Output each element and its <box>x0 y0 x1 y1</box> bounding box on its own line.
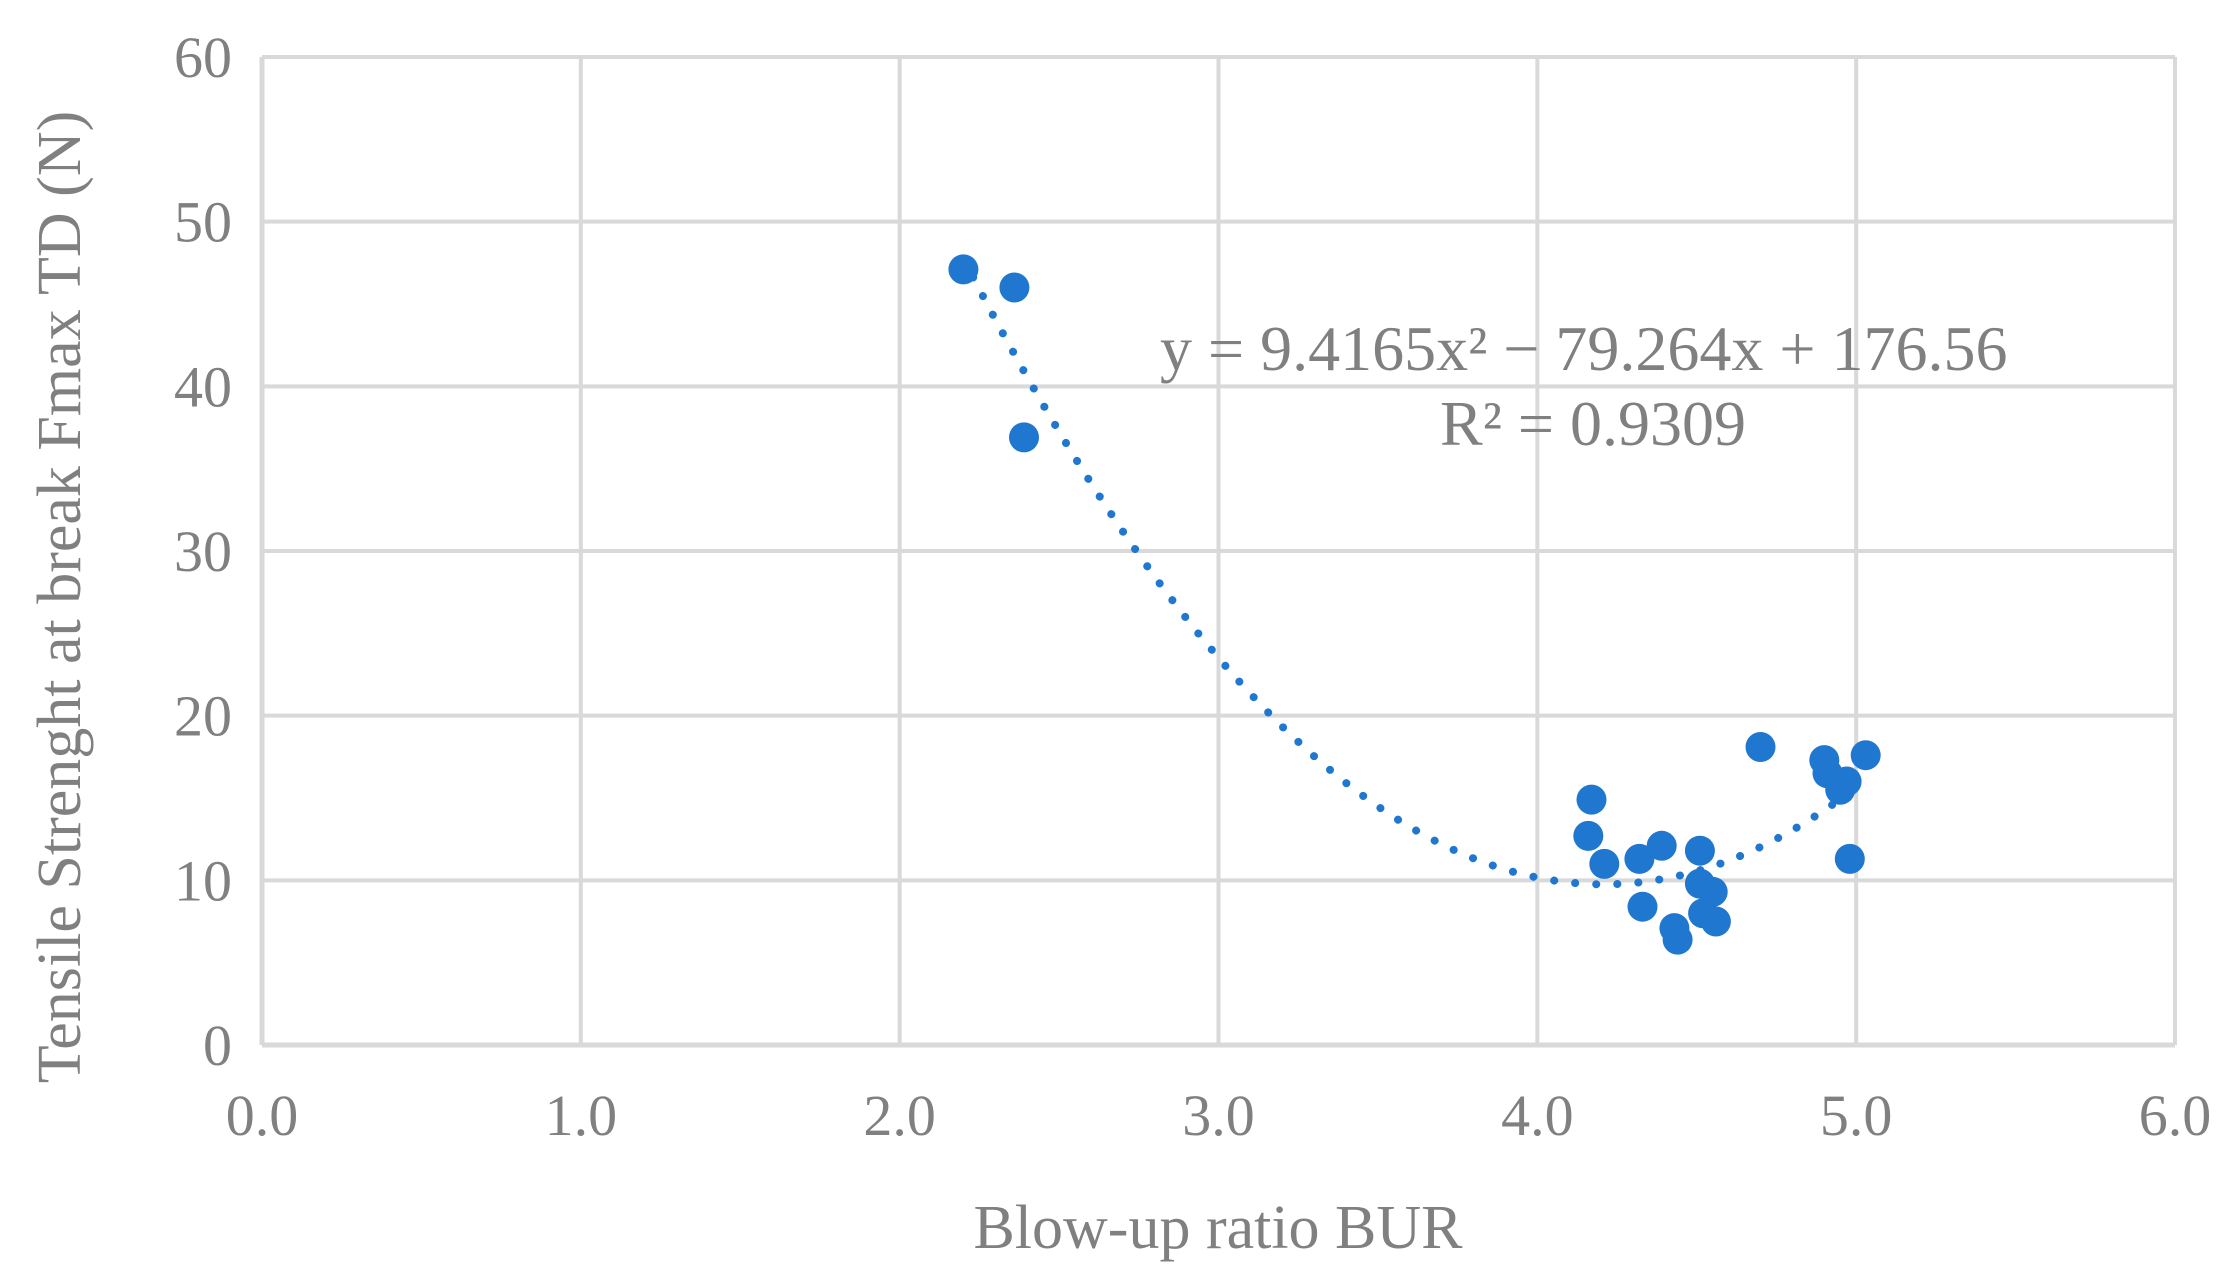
y-axis-title: Tensile Strenght at break Fmax TD (N) <box>26 111 94 1084</box>
y-tick-label: 40 <box>174 354 232 419</box>
data-point <box>1662 924 1693 955</box>
data-point <box>1646 830 1677 861</box>
x-axis-title: Blow-up ratio BUR <box>973 1194 1463 1262</box>
grid-lines <box>262 55 2177 1045</box>
trendline-curve <box>959 254 1870 889</box>
tick-labels: 0 10 20 30 40 50 60 0.0 1.0 2.0 3.0 4.0 5.0 6.0 <box>174 25 2211 1148</box>
x-tick-label: 3.0 <box>1182 1083 1255 1148</box>
data-point <box>1700 906 1731 937</box>
data-point <box>1834 843 1865 874</box>
axes <box>259 57 2175 1048</box>
x-tick-label: 5.0 <box>1820 1083 1893 1148</box>
data-point <box>1627 891 1658 922</box>
trendline-equation: y = 9.4165x² − 79.264x + 176.56 <box>1160 313 2007 384</box>
data-points <box>948 254 1881 955</box>
y-tick-label: 30 <box>174 519 232 584</box>
data-point <box>1589 848 1620 879</box>
y-tick-label: 20 <box>174 684 232 749</box>
trendline-r-squared: R² = 0.9309 <box>1440 388 1746 459</box>
data-point <box>1573 820 1604 851</box>
y-tick-label: 60 <box>174 25 232 90</box>
data-point <box>1697 876 1728 907</box>
x-tick-label: 2.0 <box>863 1083 936 1148</box>
data-point <box>1684 835 1715 866</box>
data-point <box>1009 422 1039 453</box>
data-point <box>999 272 1030 303</box>
data-point <box>1831 766 1862 797</box>
x-tick-label: 1.0 <box>545 1083 618 1148</box>
y-tick-label: 0 <box>203 1013 232 1078</box>
data-point <box>1745 732 1776 762</box>
x-tick-label: 6.0 <box>2139 1083 2212 1148</box>
y-tick-label: 10 <box>174 848 232 913</box>
x-tick-label: 4.0 <box>1501 1083 1574 1148</box>
data-point <box>1850 740 1881 771</box>
data-point <box>1624 843 1655 874</box>
data-point <box>1576 784 1607 815</box>
trendline <box>959 254 1870 889</box>
data-point <box>948 254 979 285</box>
y-tick-label: 50 <box>174 190 232 255</box>
x-tick-label: 0.0 <box>226 1083 299 1148</box>
